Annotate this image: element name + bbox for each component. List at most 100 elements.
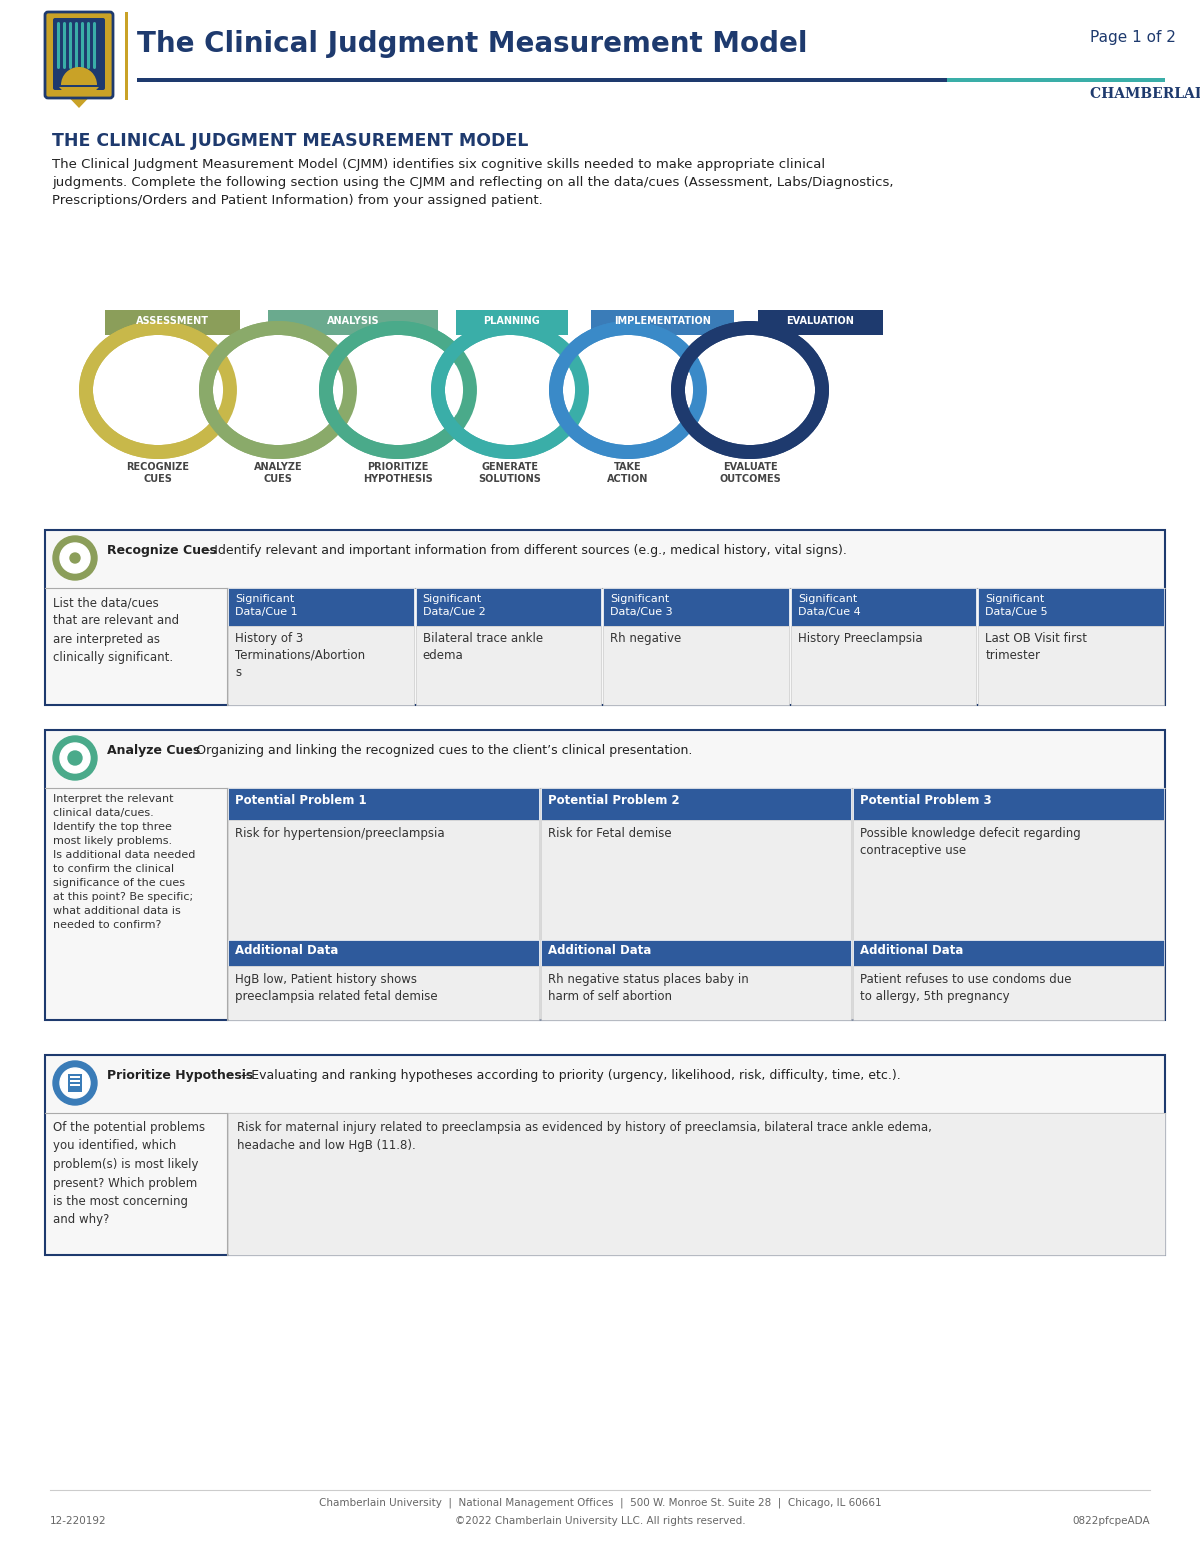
Bar — [228, 940, 539, 966]
Bar — [853, 966, 1164, 1020]
Text: – Identify relevant and important information from different sources (e.g., medi: – Identify relevant and important inform… — [200, 544, 847, 558]
Bar — [947, 78, 1165, 82]
Bar — [0, 0, 1200, 120]
Text: Rh negative status places baby in
harm of self abortion: Rh negative status places baby in harm o… — [547, 974, 749, 1003]
Bar — [228, 1114, 1165, 1255]
Text: GENERATE
SOLUTIONS: GENERATE SOLUTIONS — [479, 461, 541, 485]
Bar — [541, 787, 851, 820]
Bar — [791, 626, 977, 705]
Circle shape — [70, 553, 80, 564]
Ellipse shape — [448, 339, 572, 443]
Text: Rh negative: Rh negative — [611, 632, 682, 644]
Text: Interpret the relevant
clinical data/cues.
Identify the top three
most likely pr: Interpret the relevant clinical data/cue… — [53, 794, 196, 930]
Text: Potential Problem 3: Potential Problem 3 — [860, 794, 992, 808]
Text: Significant
Data/Cue 3: Significant Data/Cue 3 — [611, 593, 673, 617]
Bar — [758, 311, 883, 335]
Text: Analyze Cues: Analyze Cues — [107, 744, 200, 756]
Text: Additional Data: Additional Data — [860, 944, 964, 957]
Bar — [228, 626, 414, 705]
Text: TAKE
ACTION: TAKE ACTION — [607, 461, 649, 485]
Ellipse shape — [688, 339, 812, 443]
Bar — [137, 78, 947, 82]
Ellipse shape — [96, 339, 220, 443]
Circle shape — [60, 544, 90, 573]
Bar — [106, 311, 240, 335]
Text: Prioritize Hypothesis: Prioritize Hypothesis — [107, 1068, 253, 1082]
Bar — [228, 589, 414, 626]
Bar — [541, 820, 851, 940]
Bar — [604, 589, 788, 626]
Text: ASSESSMENT: ASSESSMENT — [136, 317, 209, 326]
Circle shape — [68, 752, 82, 766]
Text: Risk for hypertension/preeclampsia: Risk for hypertension/preeclampsia — [235, 828, 445, 840]
Text: PLANNING: PLANNING — [484, 317, 540, 326]
Bar — [70, 1079, 80, 1082]
Ellipse shape — [216, 339, 340, 443]
Polygon shape — [59, 87, 98, 109]
Bar — [70, 1076, 80, 1078]
Bar — [46, 730, 1165, 1020]
Circle shape — [53, 1061, 97, 1106]
Text: ANALYZE
CUES: ANALYZE CUES — [253, 461, 302, 485]
Text: Patient refuses to use condoms due
to allergy, 5th pregnancy: Patient refuses to use condoms due to al… — [860, 974, 1072, 1003]
Bar — [853, 940, 1164, 966]
Bar — [228, 787, 539, 820]
Ellipse shape — [566, 339, 690, 443]
Bar — [853, 820, 1164, 940]
Text: 1889: 1889 — [70, 70, 89, 79]
Text: The Clinical Judgment Measurement Model: The Clinical Judgment Measurement Model — [137, 30, 808, 57]
FancyBboxPatch shape — [53, 19, 106, 90]
Bar — [541, 940, 851, 966]
Bar — [456, 311, 568, 335]
Text: Risk for Fetal demise: Risk for Fetal demise — [547, 828, 671, 840]
Text: History Preeclampsia: History Preeclampsia — [798, 632, 923, 644]
Bar — [415, 626, 601, 705]
Text: – Evaluating and ranking hypotheses according to priority (urgency, likelihood, : – Evaluating and ranking hypotheses acco… — [238, 1068, 901, 1082]
Text: CHAMBERLAIN UNIVERSITY: CHAMBERLAIN UNIVERSITY — [1090, 87, 1200, 101]
Bar — [68, 1075, 82, 1092]
Bar — [604, 626, 788, 705]
Bar — [228, 820, 539, 940]
Text: HgB low, Patient history shows
preeclampsia related fetal demise: HgB low, Patient history shows preeclamp… — [235, 974, 438, 1003]
Bar — [415, 589, 601, 626]
Bar — [125, 12, 128, 99]
Text: Potential Problem 2: Potential Problem 2 — [547, 794, 679, 808]
Bar — [541, 966, 851, 1020]
Bar — [791, 589, 977, 626]
Text: Recognize Cues: Recognize Cues — [107, 544, 217, 558]
Text: EVALUATION: EVALUATION — [786, 317, 854, 326]
Text: IMPLEMENTATION: IMPLEMENTATION — [614, 317, 710, 326]
Text: Significant
Data/Cue 4: Significant Data/Cue 4 — [798, 593, 860, 617]
Text: ANALYSIS: ANALYSIS — [326, 317, 379, 326]
Text: 12-220192: 12-220192 — [50, 1516, 107, 1527]
Text: Possible knowledge defecit regarding
contraceptive use: Possible knowledge defecit regarding con… — [860, 828, 1081, 857]
Bar — [268, 311, 438, 335]
Wedge shape — [61, 67, 97, 85]
Text: Last OB Visit first
trimester: Last OB Visit first trimester — [985, 632, 1087, 662]
Text: – Organizing and linking the recognized cues to the client’s clinical presentati: – Organizing and linking the recognized … — [182, 744, 692, 756]
Text: Of the potential problems
you identified, which
problem(s) is most likely
presen: Of the potential problems you identified… — [53, 1121, 205, 1227]
Text: Additional Data: Additional Data — [235, 944, 338, 957]
Text: 0822pfcpeADA: 0822pfcpeADA — [1073, 1516, 1150, 1527]
Bar — [853, 787, 1164, 820]
Text: Significant
Data/Cue 1: Significant Data/Cue 1 — [235, 593, 298, 617]
Bar — [978, 589, 1164, 626]
Bar — [228, 966, 539, 1020]
Text: Risk for maternal injury related to preeclampsia as evidenced by history of pree: Risk for maternal injury related to pree… — [238, 1121, 932, 1152]
Circle shape — [60, 1068, 90, 1098]
Text: RECOGNIZE
CUES: RECOGNIZE CUES — [126, 461, 190, 485]
Text: Potential Problem 1: Potential Problem 1 — [235, 794, 367, 808]
Ellipse shape — [336, 339, 460, 443]
Text: The Clinical Judgment Measurement Model (CJMM) identifies six cognitive skills n: The Clinical Judgment Measurement Model … — [52, 158, 894, 207]
Text: PRIORITIZE
HYPOTHESIS: PRIORITIZE HYPOTHESIS — [364, 461, 433, 485]
Text: Bilateral trace ankle
edema: Bilateral trace ankle edema — [422, 632, 542, 662]
Bar — [46, 1054, 1165, 1255]
Bar — [978, 626, 1164, 705]
Text: Significant
Data/Cue 5: Significant Data/Cue 5 — [985, 593, 1048, 617]
Circle shape — [53, 536, 97, 579]
Text: THE CLINICAL JUDGMENT MEASUREMENT MODEL: THE CLINICAL JUDGMENT MEASUREMENT MODEL — [52, 132, 528, 151]
Bar — [592, 311, 734, 335]
Bar — [70, 1084, 80, 1086]
Bar — [46, 530, 1165, 705]
Circle shape — [60, 742, 90, 773]
